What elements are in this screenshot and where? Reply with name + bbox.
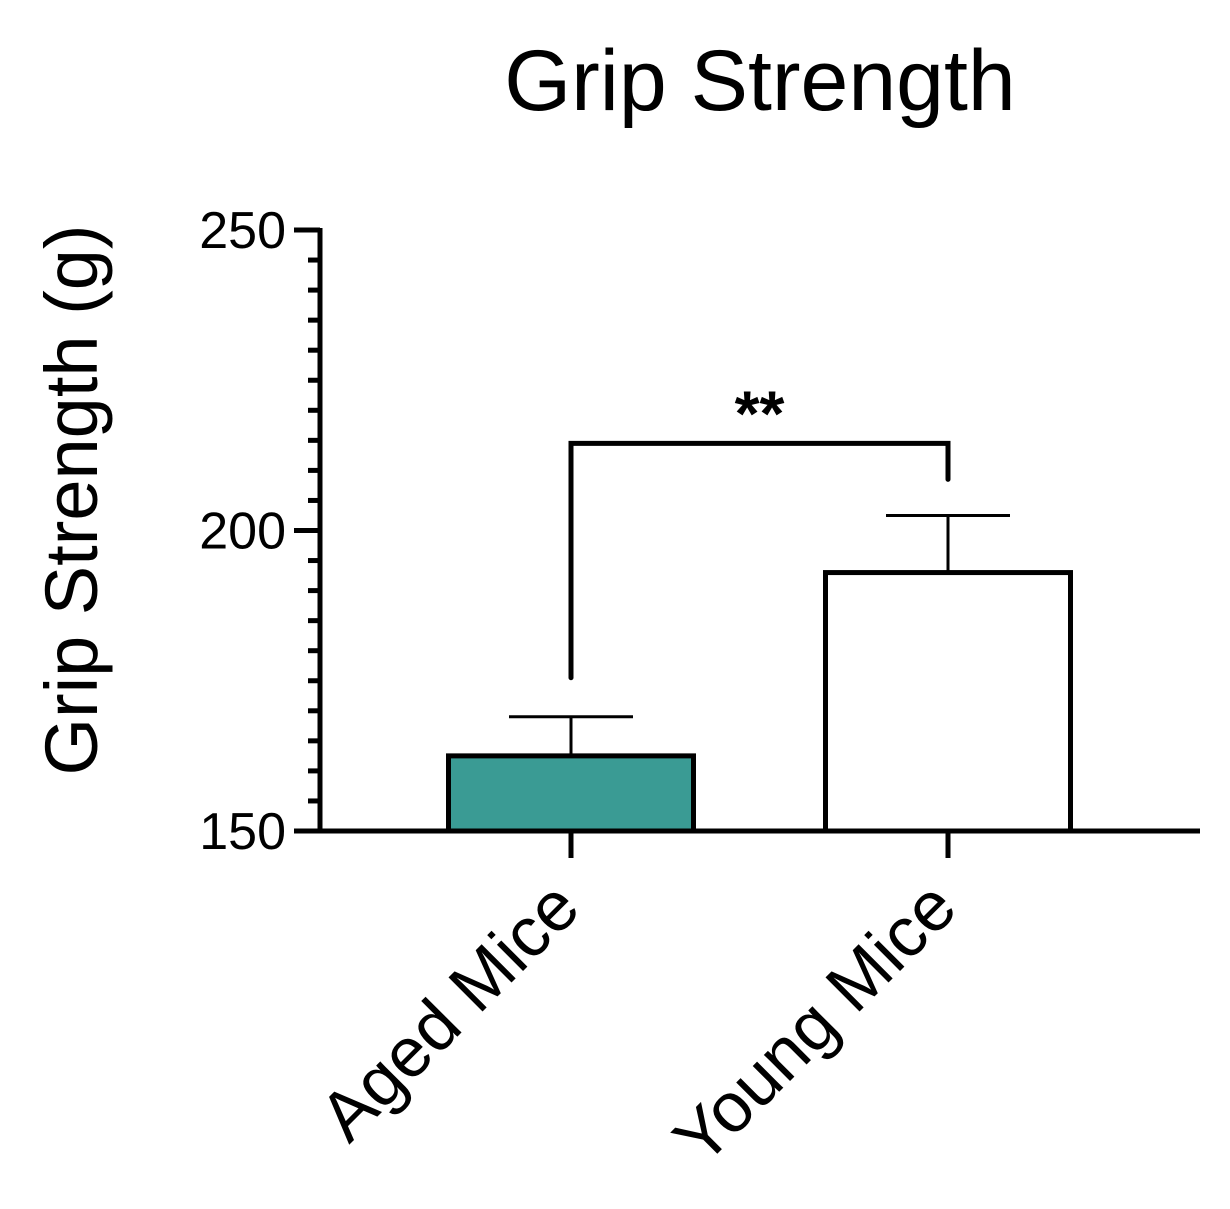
significance-label: ** [735,377,785,449]
y-tick-label: 150 [199,803,286,861]
bar-aged-mice [446,753,696,834]
y-tick-label: 200 [199,503,286,561]
x-tick-label: Young Mice [659,866,971,1178]
significance-bracket [568,440,951,681]
y-tick-label: 250 [199,202,286,260]
chart-title: Grip Strength [504,33,1015,129]
plot-area: 150 200 250 Aged Mice Young Mice ** [199,202,1200,1178]
y-axis-label: Grip Strength (g) [30,224,113,775]
x-tick-label: Aged Mice [305,866,594,1155]
bar-young-mice [823,570,1073,834]
